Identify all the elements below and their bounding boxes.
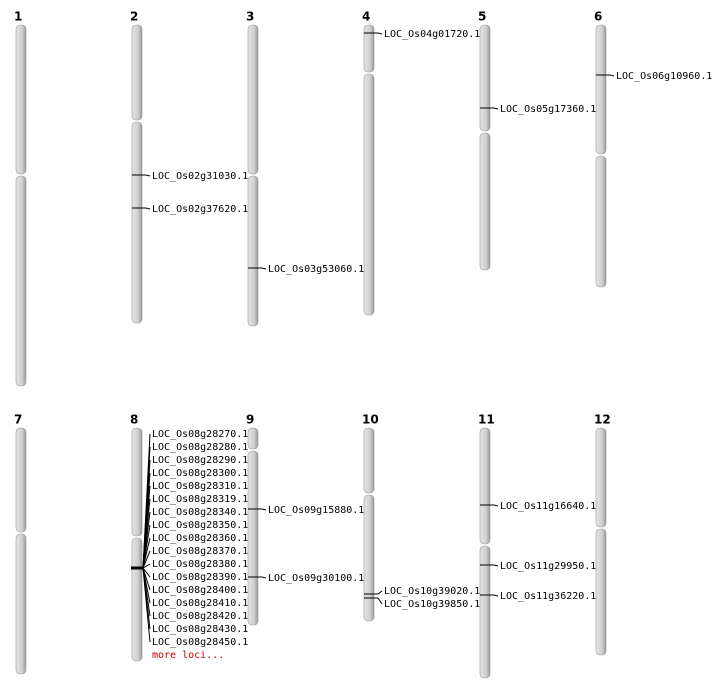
chromosome-arm — [595, 155, 607, 288]
chromosome-number: 11 — [478, 413, 495, 427]
chromosome-number: 4 — [362, 10, 370, 24]
locus-line — [480, 564, 499, 567]
locus-label: LOC_Os02g31030.1 — [152, 171, 248, 182]
chromosome-arm — [15, 175, 27, 387]
locus-line — [364, 590, 383, 595]
chromosome-arm — [131, 427, 143, 537]
chromosome-arm — [595, 528, 607, 656]
locus-line — [480, 107, 499, 110]
locus-label: LOC_Os08g28370.1 — [152, 546, 248, 557]
locus-line — [248, 508, 267, 511]
chromosome-arm — [15, 533, 27, 675]
locus-label: LOC_Os08g28380.1 — [152, 559, 248, 570]
locus-line — [480, 504, 499, 507]
chromosome-number: 12 — [594, 413, 611, 427]
locus-line — [596, 74, 615, 77]
chromosome-number: 5 — [478, 10, 486, 24]
chromosome-arm — [363, 73, 375, 316]
locus-label: LOC_Os08g28300.1 — [152, 468, 248, 479]
chromosome-arm — [363, 494, 375, 622]
chromosome-arm — [595, 24, 607, 155]
locus-line — [480, 594, 499, 597]
locus-label: LOC_Os03g53060.1 — [268, 264, 364, 275]
locus-line — [248, 267, 267, 270]
chromosome-arm — [479, 427, 491, 545]
locus-line — [132, 207, 151, 210]
chromosome-arm — [131, 121, 143, 324]
chromosome-number: 2 — [130, 10, 138, 24]
locus-label: LOC_Os09g30100.1 — [268, 573, 364, 584]
chromosome-arm — [247, 24, 259, 175]
chromosome-number: 1 — [14, 10, 22, 24]
chromosome-number: 8 — [130, 413, 138, 427]
locus-line — [364, 597, 383, 605]
locus-label: LOC_Os04g01720.1 — [384, 29, 480, 40]
locus-label: LOC_Os08g28290.1 — [152, 455, 248, 466]
chromosome-arm — [479, 132, 491, 271]
locus-label: LOC_Os08g28390.1 — [152, 572, 248, 583]
chromosome-arm — [363, 427, 375, 494]
locus-label: LOC_Os08g28270.1 — [152, 429, 248, 440]
locus-label: LOC_Os10g39850.1 — [384, 599, 480, 610]
locus-label: LOC_Os08g28310.1 — [152, 481, 248, 492]
locus-line — [142, 567, 151, 578]
locus-label: LOC_Os08g28450.1 — [152, 637, 248, 648]
locus-line — [248, 576, 267, 579]
locus-label: LOC_Os08g28280.1 — [152, 442, 248, 453]
locus-label: LOC_Os02g37620.1 — [152, 204, 248, 215]
chromosome-arm — [131, 537, 143, 662]
locus-line — [142, 567, 151, 643]
locus-label: LOC_Os08g28340.1 — [152, 507, 248, 518]
chromosome-number: 10 — [362, 413, 379, 427]
locus-label: LOC_Os09g15880.1 — [268, 505, 364, 516]
locus-line — [142, 550, 151, 569]
chromosome-number: 6 — [594, 10, 602, 24]
locus-label: LOC_Os11g29950.1 — [500, 561, 596, 572]
locus-line — [132, 174, 151, 177]
locus-label: LOC_Os08g28420.1 — [152, 611, 248, 622]
chromosome-arm — [247, 450, 259, 626]
locus-label: LOC_Os08g28410.1 — [152, 598, 248, 609]
locus-label: LOC_Os08g28319.1 — [152, 494, 248, 505]
locus-line — [142, 537, 151, 569]
locus-label: LOC_Os11g36220.1 — [500, 591, 596, 602]
chromosome-arm — [247, 427, 259, 450]
locus-line — [364, 32, 383, 35]
chromosome-arm — [15, 427, 27, 533]
locus-line — [142, 563, 151, 569]
chromosome-number: 3 — [246, 10, 254, 24]
locus-label: LOC_Os06g10960.1 — [616, 71, 712, 82]
locus-label: LOC_Os08g28350.1 — [152, 520, 248, 531]
locus-label: LOC_Os08g28400.1 — [152, 585, 248, 596]
locus-label: LOC_Os05g17360.1 — [500, 104, 596, 115]
chromosome-number: 9 — [246, 413, 254, 427]
chromosome-arm — [479, 24, 491, 132]
locus-label: LOC_Os11g16640.1 — [500, 501, 596, 512]
chromosome-arm — [595, 427, 607, 528]
locus-label: LOC_Os10g39020.1 — [384, 586, 480, 597]
chromosome-number: 7 — [14, 413, 22, 427]
chromosome-arm — [131, 24, 143, 121]
locus-label: LOC_Os08g28360.1 — [152, 533, 248, 544]
more-loci: more loci... — [152, 650, 224, 661]
locus-label: LOC_Os08g28430.1 — [152, 624, 248, 635]
chromosome-arm — [363, 24, 375, 73]
chromosome-arm — [15, 24, 27, 175]
chromosome-arm — [479, 545, 491, 679]
chromosome-arm — [247, 175, 259, 327]
